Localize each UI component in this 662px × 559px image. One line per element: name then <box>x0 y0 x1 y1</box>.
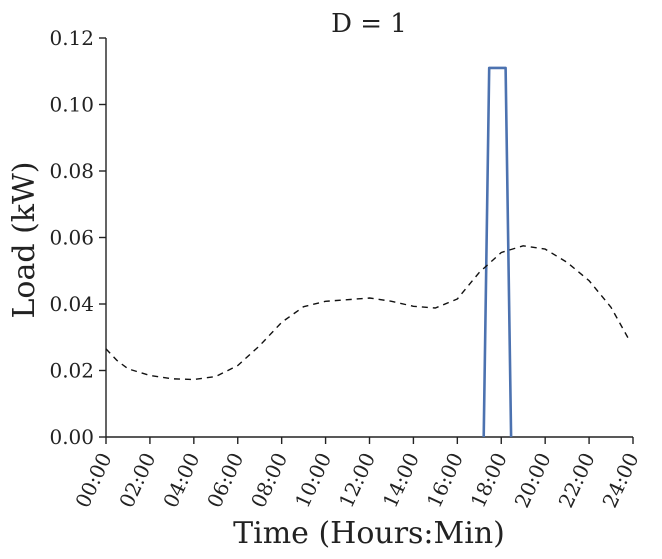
y-tick-label: 0.04 <box>49 292 94 316</box>
x-tick-label: 22:00 <box>554 449 600 511</box>
y-tick-label: 0.08 <box>49 159 94 183</box>
chart-title: D = 1 <box>331 9 407 39</box>
x-tick-label: 18:00 <box>466 449 512 511</box>
x-tick-label: 06:00 <box>202 449 248 511</box>
x-tick-label: 00:00 <box>70 449 116 511</box>
y-tick-label: 0.10 <box>49 93 94 117</box>
x-tick-label: 20:00 <box>510 449 556 511</box>
x-tick-label: 10:00 <box>290 449 336 511</box>
y-axis-label: Load (kW) <box>7 161 42 318</box>
x-tick-label: 04:00 <box>158 449 204 511</box>
x-axis-label: Time (Hours:Min) <box>233 516 505 551</box>
x-tick-label: 12:00 <box>334 449 380 511</box>
y-tick-label: 0.06 <box>49 226 94 250</box>
x-tick-label: 08:00 <box>246 449 292 511</box>
x-tick-label: 14:00 <box>378 449 424 511</box>
x-tick-label: 02:00 <box>114 449 160 511</box>
dashed-series-line <box>105 245 630 381</box>
series-layer <box>105 66 630 438</box>
solid-series-line <box>482 66 513 438</box>
x-tick-label: 16:00 <box>422 449 468 511</box>
x-tick-label: 24:00 <box>597 449 643 511</box>
y-ticks: 0.00 0.02 0.04 0.06 0.08 0.10 0.12 <box>49 26 106 449</box>
y-tick-label: 0.02 <box>49 359 94 383</box>
y-tick-label: 0.12 <box>49 26 94 50</box>
x-ticks: 00:0002:0004:0006:0008:0010:0012:0014:00… <box>70 437 644 511</box>
y-tick-label: 0.00 <box>49 425 94 449</box>
